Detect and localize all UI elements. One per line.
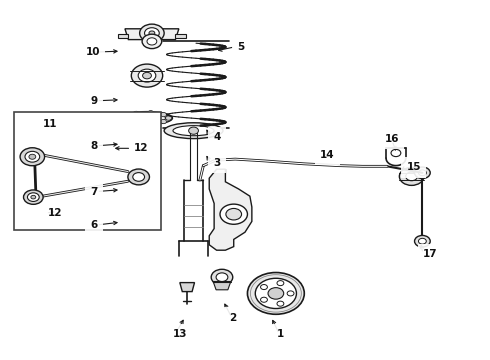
Text: 10: 10 — [86, 47, 100, 57]
Circle shape — [391, 149, 401, 157]
Text: 4: 4 — [213, 132, 220, 142]
Circle shape — [29, 154, 36, 159]
Circle shape — [418, 170, 426, 176]
Ellipse shape — [173, 126, 214, 136]
Circle shape — [140, 113, 154, 123]
Circle shape — [211, 269, 233, 285]
Text: 9: 9 — [91, 96, 98, 106]
Bar — [14, 112, 161, 230]
Circle shape — [133, 173, 145, 181]
Text: 1: 1 — [277, 329, 284, 339]
Polygon shape — [129, 211, 151, 229]
Circle shape — [189, 127, 198, 134]
Text: 12: 12 — [134, 143, 148, 153]
Circle shape — [399, 167, 424, 185]
Text: 13: 13 — [173, 329, 188, 339]
Circle shape — [287, 291, 294, 296]
Circle shape — [149, 31, 155, 35]
Circle shape — [20, 148, 45, 166]
Text: 2: 2 — [229, 312, 237, 323]
Circle shape — [133, 121, 139, 125]
Circle shape — [128, 169, 149, 185]
Circle shape — [147, 38, 157, 45]
Circle shape — [143, 72, 151, 79]
Circle shape — [277, 301, 284, 306]
Polygon shape — [213, 282, 231, 290]
Text: 12: 12 — [48, 208, 63, 218]
Circle shape — [135, 212, 145, 219]
Text: 6: 6 — [91, 220, 98, 230]
Circle shape — [124, 114, 130, 118]
Circle shape — [31, 195, 36, 199]
Text: 7: 7 — [91, 186, 98, 197]
Circle shape — [247, 273, 304, 314]
Text: 17: 17 — [423, 249, 438, 259]
Circle shape — [406, 172, 417, 181]
Circle shape — [277, 280, 284, 285]
Ellipse shape — [164, 123, 223, 139]
Circle shape — [418, 238, 426, 244]
Circle shape — [268, 288, 284, 299]
Polygon shape — [118, 34, 128, 38]
Polygon shape — [180, 283, 195, 292]
Text: 14: 14 — [320, 150, 335, 160]
Polygon shape — [175, 34, 186, 38]
Circle shape — [131, 64, 163, 87]
Circle shape — [145, 28, 159, 39]
Ellipse shape — [128, 114, 166, 122]
Circle shape — [24, 190, 43, 204]
Circle shape — [143, 115, 151, 121]
Circle shape — [148, 111, 154, 115]
Circle shape — [415, 235, 430, 247]
Text: 15: 15 — [407, 162, 421, 172]
Circle shape — [415, 167, 430, 179]
Text: 16: 16 — [385, 134, 399, 144]
Text: 3: 3 — [213, 158, 220, 168]
Circle shape — [261, 284, 268, 289]
Circle shape — [255, 278, 296, 309]
Polygon shape — [125, 29, 179, 40]
Circle shape — [161, 112, 167, 117]
Ellipse shape — [122, 112, 172, 125]
Circle shape — [140, 24, 164, 42]
Circle shape — [166, 116, 171, 120]
Text: 8: 8 — [91, 141, 98, 151]
Circle shape — [261, 297, 268, 302]
Circle shape — [133, 111, 139, 116]
Text: 5: 5 — [238, 42, 245, 52]
Circle shape — [142, 34, 162, 49]
Circle shape — [161, 120, 167, 124]
Circle shape — [216, 273, 228, 282]
Polygon shape — [209, 169, 252, 250]
Circle shape — [27, 193, 39, 202]
Circle shape — [138, 69, 156, 82]
Text: 11: 11 — [43, 119, 58, 129]
Circle shape — [226, 208, 242, 220]
Circle shape — [148, 121, 154, 126]
Circle shape — [124, 118, 130, 122]
Circle shape — [220, 204, 247, 224]
Circle shape — [25, 151, 40, 162]
